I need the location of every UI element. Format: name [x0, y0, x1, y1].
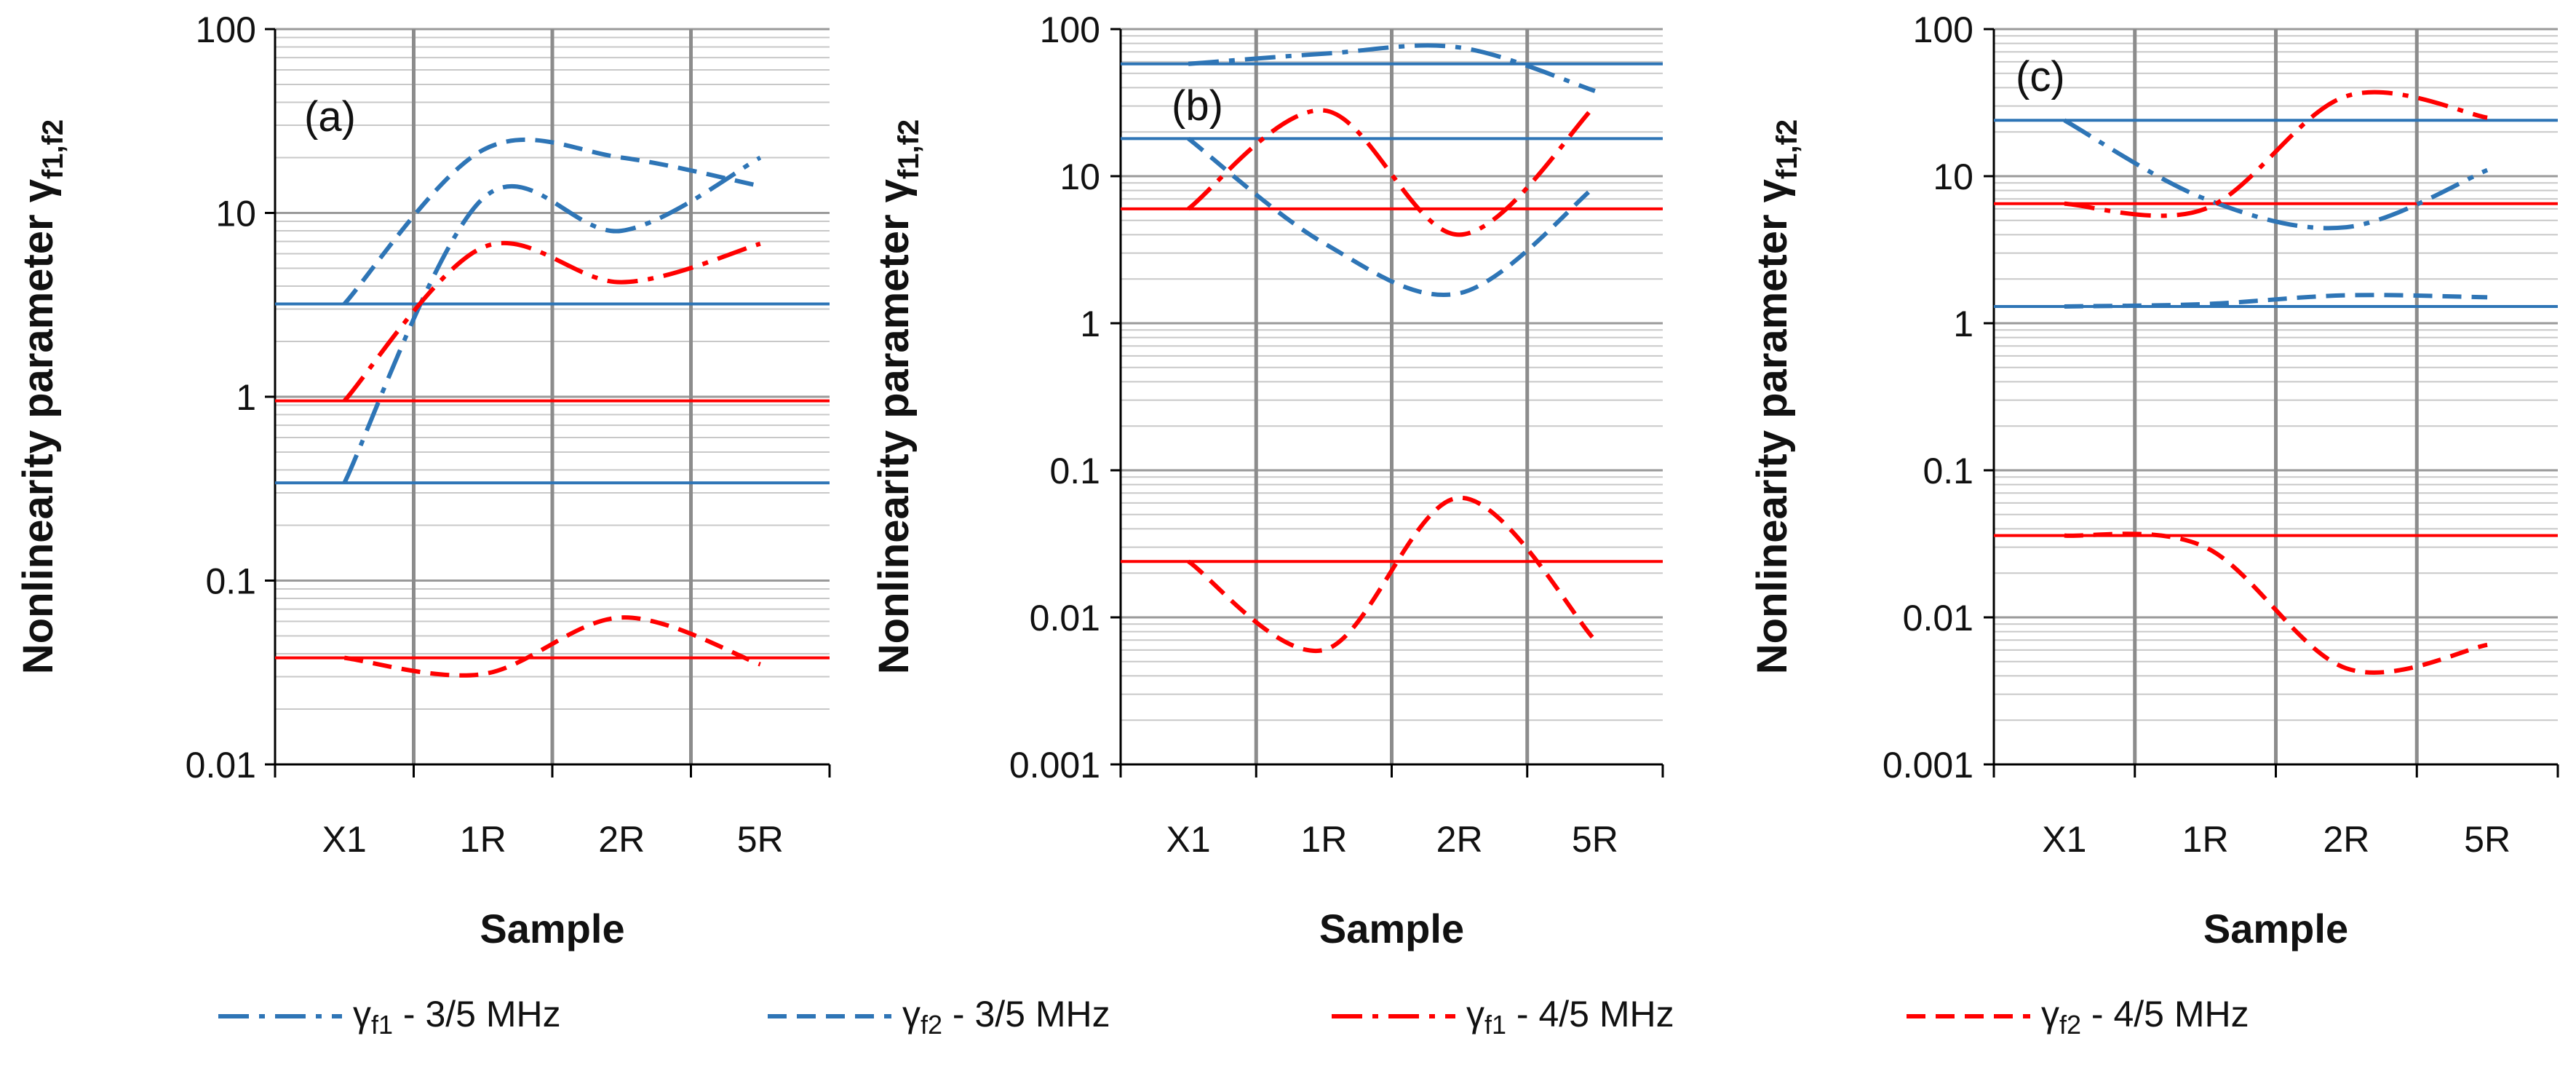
chart-panel-3: 0.001 0.01 0.1 1 10 100 X1 1R 2R 5R Sample Nonlinea… — [1749, 9, 2558, 952]
y-tick-label: 10 — [1060, 157, 1100, 197]
x-axis-title: Sample — [1319, 906, 1464, 952]
x-tick-label: X1 — [322, 819, 367, 860]
panel-label: (c) — [2016, 53, 2065, 100]
x-tick-label: X1 — [1166, 819, 1211, 860]
x-tick-label: X1 — [2042, 819, 2086, 860]
y-tick-label: 1 — [236, 377, 256, 418]
y-tick-label: 1 — [1080, 304, 1100, 344]
y-tick-label: 0.1 — [1049, 451, 1100, 491]
x-tick-label: 5R — [1572, 819, 1618, 860]
y-tick-label: 0.001 — [1009, 745, 1100, 786]
y-axis-title: Nonlinearity parameter γf1,f2 — [1749, 119, 1803, 674]
x-tick-label: 5R — [2464, 819, 2511, 860]
gridlines — [275, 29, 830, 764]
x-axis-title: Sample — [2203, 906, 2348, 952]
chart-panel-1: 0.01 0.1 1 10 100 X1 1R 2R 5R Sample Nonlinearity … — [15, 9, 830, 952]
x-tick-label: 1R — [460, 819, 506, 860]
x-tick-label: 2R — [2323, 819, 2369, 860]
y-tick-label: 100 — [1040, 9, 1100, 50]
x-tick-label: 2R — [598, 819, 645, 860]
gridlines — [1994, 29, 2558, 764]
y-axis-title: Nonlinearity parameter γf1,f2 — [870, 119, 925, 674]
y-tick-label: 100 — [196, 9, 256, 50]
panel-label: (b) — [1172, 82, 1223, 130]
y-axis-title: Nonlinearity parameter γf1,f2 — [15, 119, 69, 674]
y-tick-label: 0.1 — [1923, 451, 1973, 491]
legend-label: γf2 - 4/5 MHz — [2041, 994, 2249, 1040]
y-tick-label: 100 — [1913, 9, 1973, 50]
legend-label: γf1 - 3/5 MHz — [353, 994, 561, 1040]
x-tick-label: 2R — [1436, 819, 1483, 860]
x-tick-label: 5R — [737, 819, 784, 860]
y-tick-label: 0.01 — [1030, 598, 1100, 638]
chart-panel-2: 0.001 0.01 0.1 1 10 100 X1 1R 2R 5R Sample Nonlinea… — [870, 9, 1663, 952]
x-tick-label: 1R — [2182, 819, 2229, 860]
legend: γf1 - 3/5 MHz γf2 - 3/5 MHz γf1 - 4/5 MHz γ… — [218, 994, 2249, 1040]
y-tick-label: 10 — [215, 194, 256, 234]
panel-label: (a) — [304, 93, 356, 141]
y-tick-label: 0.001 — [1883, 745, 1973, 786]
y-tick-label: 0.1 — [205, 561, 256, 602]
x-axis-title: Sample — [480, 906, 624, 952]
legend-label: γf2 - 3/5 MHz — [902, 994, 1110, 1040]
legend-label: γf1 - 4/5 MHz — [1466, 994, 1674, 1040]
x-tick-label: 1R — [1300, 819, 1347, 860]
y-tick-label: 0.01 — [1903, 598, 1973, 638]
y-tick-label: 0.01 — [186, 745, 256, 786]
y-tick-label: 10 — [1933, 157, 1973, 197]
y-tick-label: 1 — [1953, 304, 1973, 344]
